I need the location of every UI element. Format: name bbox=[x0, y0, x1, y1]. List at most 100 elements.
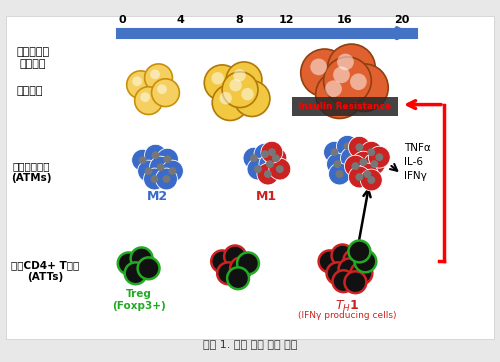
Circle shape bbox=[348, 240, 370, 262]
Text: 16: 16 bbox=[336, 15, 352, 25]
Circle shape bbox=[234, 81, 270, 117]
Circle shape bbox=[261, 150, 269, 158]
Circle shape bbox=[324, 141, 345, 163]
Circle shape bbox=[241, 88, 254, 100]
Circle shape bbox=[340, 147, 362, 169]
Circle shape bbox=[326, 153, 348, 175]
Circle shape bbox=[224, 245, 246, 267]
Circle shape bbox=[144, 167, 152, 175]
Circle shape bbox=[156, 163, 164, 171]
Circle shape bbox=[348, 136, 370, 158]
Circle shape bbox=[118, 252, 140, 274]
Circle shape bbox=[364, 153, 385, 175]
Text: (IFNγ producing cells): (IFNγ producing cells) bbox=[298, 311, 396, 320]
Circle shape bbox=[272, 154, 280, 162]
Circle shape bbox=[126, 71, 154, 98]
Circle shape bbox=[334, 160, 342, 168]
Circle shape bbox=[269, 158, 291, 180]
Circle shape bbox=[264, 170, 272, 178]
Circle shape bbox=[352, 151, 374, 173]
Circle shape bbox=[230, 79, 242, 92]
Circle shape bbox=[254, 143, 276, 165]
Text: M1: M1 bbox=[256, 190, 278, 203]
Circle shape bbox=[368, 146, 390, 168]
Circle shape bbox=[336, 170, 344, 178]
Circle shape bbox=[266, 160, 274, 168]
Circle shape bbox=[227, 267, 249, 289]
Circle shape bbox=[356, 143, 364, 151]
Circle shape bbox=[265, 147, 287, 169]
Circle shape bbox=[350, 73, 366, 90]
Text: 8: 8 bbox=[235, 15, 243, 25]
Circle shape bbox=[220, 92, 232, 104]
Circle shape bbox=[268, 148, 276, 156]
Text: TNFα
IL-6
IFNγ: TNFα IL-6 IFNγ bbox=[404, 143, 431, 181]
Circle shape bbox=[356, 163, 378, 185]
Circle shape bbox=[237, 252, 259, 274]
Circle shape bbox=[144, 144, 167, 166]
Circle shape bbox=[132, 76, 142, 86]
Text: Treg
(Foxp3+): Treg (Foxp3+) bbox=[112, 289, 166, 311]
Circle shape bbox=[352, 162, 360, 170]
Circle shape bbox=[276, 165, 284, 173]
Circle shape bbox=[134, 87, 162, 114]
Text: 4: 4 bbox=[176, 15, 184, 25]
Circle shape bbox=[333, 67, 350, 83]
Circle shape bbox=[257, 163, 279, 185]
Circle shape bbox=[340, 64, 388, 111]
Circle shape bbox=[243, 147, 265, 169]
Circle shape bbox=[332, 270, 354, 292]
Circle shape bbox=[212, 85, 248, 121]
Circle shape bbox=[211, 251, 233, 272]
Circle shape bbox=[250, 154, 258, 162]
Text: 0: 0 bbox=[119, 15, 126, 25]
Circle shape bbox=[344, 142, 351, 150]
Circle shape bbox=[330, 148, 338, 156]
Circle shape bbox=[338, 258, 360, 280]
Circle shape bbox=[138, 257, 160, 279]
Circle shape bbox=[156, 168, 178, 190]
Text: $T_H$1: $T_H$1 bbox=[335, 299, 359, 314]
Circle shape bbox=[344, 271, 366, 293]
Text: 그림 1. 지방 염증 발달 과정: 그림 1. 지방 염증 발달 과정 bbox=[203, 339, 297, 349]
Circle shape bbox=[254, 165, 262, 173]
Circle shape bbox=[124, 262, 146, 284]
Circle shape bbox=[348, 166, 370, 188]
Circle shape bbox=[150, 175, 158, 183]
Circle shape bbox=[261, 141, 283, 163]
Circle shape bbox=[368, 148, 376, 156]
Circle shape bbox=[164, 155, 172, 163]
Circle shape bbox=[328, 44, 376, 92]
Circle shape bbox=[168, 167, 176, 175]
Circle shape bbox=[332, 244, 353, 266]
Circle shape bbox=[325, 80, 342, 97]
Circle shape bbox=[326, 262, 348, 284]
Circle shape bbox=[328, 163, 350, 185]
Circle shape bbox=[247, 158, 269, 180]
Circle shape bbox=[324, 57, 372, 105]
Circle shape bbox=[310, 59, 327, 75]
Circle shape bbox=[144, 168, 166, 190]
Circle shape bbox=[156, 148, 178, 170]
Circle shape bbox=[316, 71, 364, 118]
Text: 12: 12 bbox=[279, 15, 294, 25]
Circle shape bbox=[337, 54, 354, 70]
Circle shape bbox=[356, 173, 364, 181]
Circle shape bbox=[259, 153, 281, 175]
Circle shape bbox=[204, 65, 240, 101]
Text: 고지방식이
섭취기간: 고지방식이 섭취기간 bbox=[16, 47, 50, 69]
Circle shape bbox=[217, 262, 239, 284]
Circle shape bbox=[348, 154, 356, 162]
Circle shape bbox=[364, 170, 372, 178]
Circle shape bbox=[344, 155, 366, 177]
Circle shape bbox=[144, 64, 172, 92]
Text: 지방대식세포
(ATMs): 지방대식세포 (ATMs) bbox=[12, 161, 52, 183]
Circle shape bbox=[344, 249, 365, 271]
Circle shape bbox=[336, 135, 358, 157]
Circle shape bbox=[212, 72, 224, 85]
Circle shape bbox=[354, 251, 376, 272]
Circle shape bbox=[318, 251, 340, 272]
Text: 20: 20 bbox=[394, 15, 410, 25]
Text: 지방세포: 지방세포 bbox=[16, 86, 43, 96]
Circle shape bbox=[360, 169, 382, 191]
